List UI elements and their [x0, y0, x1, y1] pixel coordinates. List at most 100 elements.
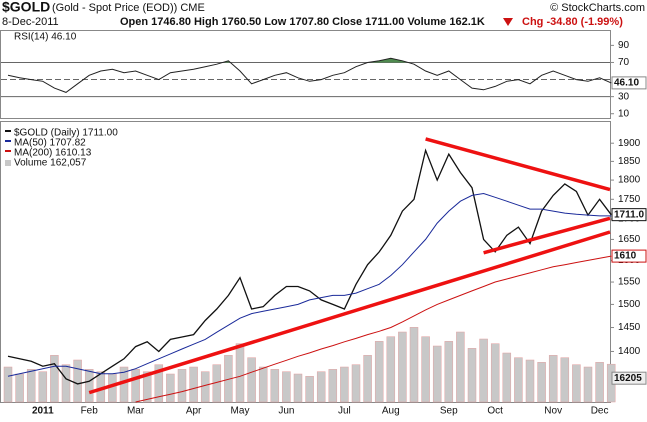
volume-bar: [421, 336, 430, 403]
volume-bar: [444, 341, 454, 403]
volume-bar: [502, 352, 512, 403]
rsi-panel: [0, 30, 611, 119]
volume-bar: [595, 362, 604, 403]
volume-bar: [142, 371, 152, 403]
y-tick-label: 1800: [618, 175, 641, 186]
legend-entry: Volume 162,057: [14, 158, 87, 169]
volume-bar: [560, 357, 570, 403]
volume-bar: [3, 366, 13, 403]
last-value-box: [611, 76, 647, 90]
x-tick-label: Sep: [440, 406, 458, 417]
last-value-label: 1711.0: [614, 209, 644, 220]
last-value-label: 46.10: [614, 78, 639, 89]
x-tick-label: Mar: [127, 406, 145, 417]
y-tick-label: 1900: [618, 138, 641, 149]
x-tick-label: 2011: [32, 406, 54, 417]
x-tick-label: Jul: [338, 406, 351, 417]
trendline: [483, 216, 611, 255]
legend-swatch: [5, 150, 11, 152]
volume-bar: [189, 366, 198, 403]
volume-bar: [572, 364, 581, 403]
legend-entry: MA(50) 1707.82: [14, 138, 86, 149]
volume-bar: [177, 369, 187, 403]
x-tick-label: Oct: [487, 406, 503, 417]
series-line: [7, 192, 612, 377]
last-value-box: [611, 249, 647, 263]
symbol: $GOLD: [2, 0, 50, 15]
volume-bar: [166, 373, 175, 403]
volume-bar: [247, 357, 256, 403]
volume-bar: [154, 364, 164, 403]
y-tick-label: 1450: [618, 322, 641, 333]
x-tick-label: Aug: [382, 406, 400, 417]
overbought-fill: [8, 58, 610, 63]
date: 8-Dec-2011: [2, 16, 59, 28]
y-tick-label: 30: [618, 91, 630, 102]
volume-bar: [328, 369, 338, 403]
volume-bar: [38, 371, 48, 403]
volume-bar: [84, 369, 94, 403]
volume-bar: [537, 362, 546, 403]
x-tick-label: Nov: [544, 406, 562, 417]
y-tick-label: 70: [618, 57, 630, 68]
volume-bar: [525, 359, 535, 403]
y-tick-label: 1400: [618, 346, 641, 357]
rsi-title: RSI(14) 46.10: [14, 32, 77, 43]
y-tick-label: 1650: [618, 234, 641, 245]
quote: Open 1746.80 High 1760.50 Low 1707.80 Cl…: [120, 16, 485, 28]
volume-bar: [282, 371, 291, 403]
y-tick-label: 1850: [618, 156, 641, 167]
y-tick-label: 10: [618, 108, 630, 119]
legend-entry: $GOLD (Daily) 1711.00: [14, 128, 118, 139]
y-tick-label: 1750: [618, 194, 641, 205]
legend-swatch: [5, 160, 11, 166]
volume-bar: [26, 369, 36, 403]
volume-bar: [398, 331, 407, 403]
last-value-box: [611, 371, 647, 385]
trendline: [88, 230, 611, 395]
y-tick-label: 1500: [618, 299, 641, 310]
price-panel: [0, 121, 611, 403]
symbol-name: (Gold - Spot Price (EOD)) CME: [52, 2, 205, 14]
volume-bar: [340, 366, 349, 403]
volume-bar: [583, 366, 593, 403]
volume-bar: [490, 343, 500, 403]
volume-bar: [374, 341, 384, 403]
series-line: [135, 255, 612, 403]
volume-bar: [270, 369, 280, 403]
y-tick-label: 90: [618, 40, 630, 51]
change: Chg -34.80 (-1.99%): [522, 16, 623, 28]
volume-bar: [15, 373, 24, 403]
volume-bar: [456, 331, 465, 403]
last-value-box: [611, 208, 647, 222]
down-arrow: [503, 18, 513, 26]
x-tick-label: Jun: [278, 406, 294, 417]
volume-bar: [432, 345, 442, 403]
volume-bar: [61, 364, 71, 403]
rsi-line: [7, 57, 612, 93]
x-tick-label: Apr: [186, 406, 202, 417]
legend-swatch: [5, 130, 11, 132]
volume-bar: [548, 355, 558, 403]
legend-entry: MA(200) 1610.13: [14, 148, 92, 159]
volume-bar: [363, 355, 372, 403]
volume-bar: [293, 373, 303, 403]
volume-bar: [258, 366, 268, 403]
y-tick-label: 1550: [618, 277, 641, 288]
legend-swatch: [5, 140, 11, 142]
volume-bar: [50, 355, 59, 403]
volume-bar: [131, 369, 140, 403]
volume-bar: [386, 336, 396, 403]
copyright: © StockCharts.com: [550, 2, 645, 14]
trendline: [425, 137, 611, 192]
series-line: [7, 148, 612, 385]
volume-bar: [235, 343, 245, 403]
volume-bar: [316, 371, 326, 403]
x-tick-label: Feb: [81, 406, 99, 417]
volume-bar: [467, 348, 477, 403]
x-tick-label: May: [231, 406, 250, 417]
volume-bar: [479, 338, 488, 403]
volume-bar: [73, 359, 82, 403]
volume-bar: [351, 364, 361, 403]
